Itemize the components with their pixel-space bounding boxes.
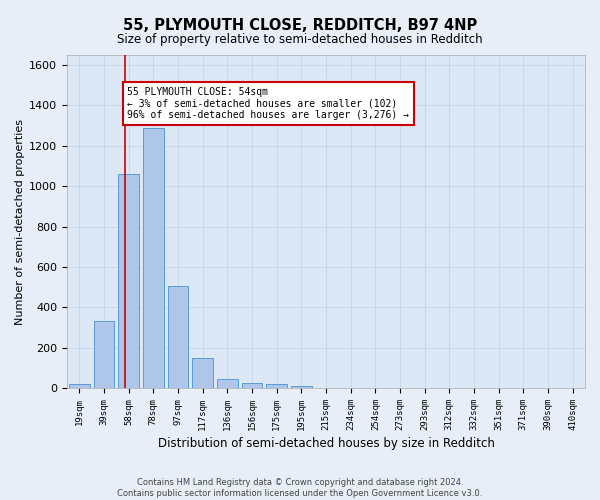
Bar bbox=[118, 174, 139, 388]
Bar bbox=[69, 384, 90, 388]
Bar bbox=[217, 379, 238, 388]
Bar bbox=[94, 322, 115, 388]
Bar bbox=[192, 358, 213, 388]
Bar bbox=[266, 384, 287, 388]
Bar bbox=[242, 383, 262, 388]
X-axis label: Distribution of semi-detached houses by size in Redditch: Distribution of semi-detached houses by … bbox=[158, 437, 494, 450]
Text: 55, PLYMOUTH CLOSE, REDDITCH, B97 4NP: 55, PLYMOUTH CLOSE, REDDITCH, B97 4NP bbox=[123, 18, 477, 32]
Text: Contains HM Land Registry data © Crown copyright and database right 2024.
Contai: Contains HM Land Registry data © Crown c… bbox=[118, 478, 482, 498]
Text: 55 PLYMOUTH CLOSE: 54sqm
← 3% of semi-detached houses are smaller (102)
96% of s: 55 PLYMOUTH CLOSE: 54sqm ← 3% of semi-de… bbox=[127, 88, 409, 120]
Bar bbox=[143, 128, 164, 388]
Text: Size of property relative to semi-detached houses in Redditch: Size of property relative to semi-detach… bbox=[117, 32, 483, 46]
Y-axis label: Number of semi-detached properties: Number of semi-detached properties bbox=[15, 118, 25, 324]
Bar bbox=[167, 286, 188, 388]
Bar bbox=[291, 386, 312, 388]
